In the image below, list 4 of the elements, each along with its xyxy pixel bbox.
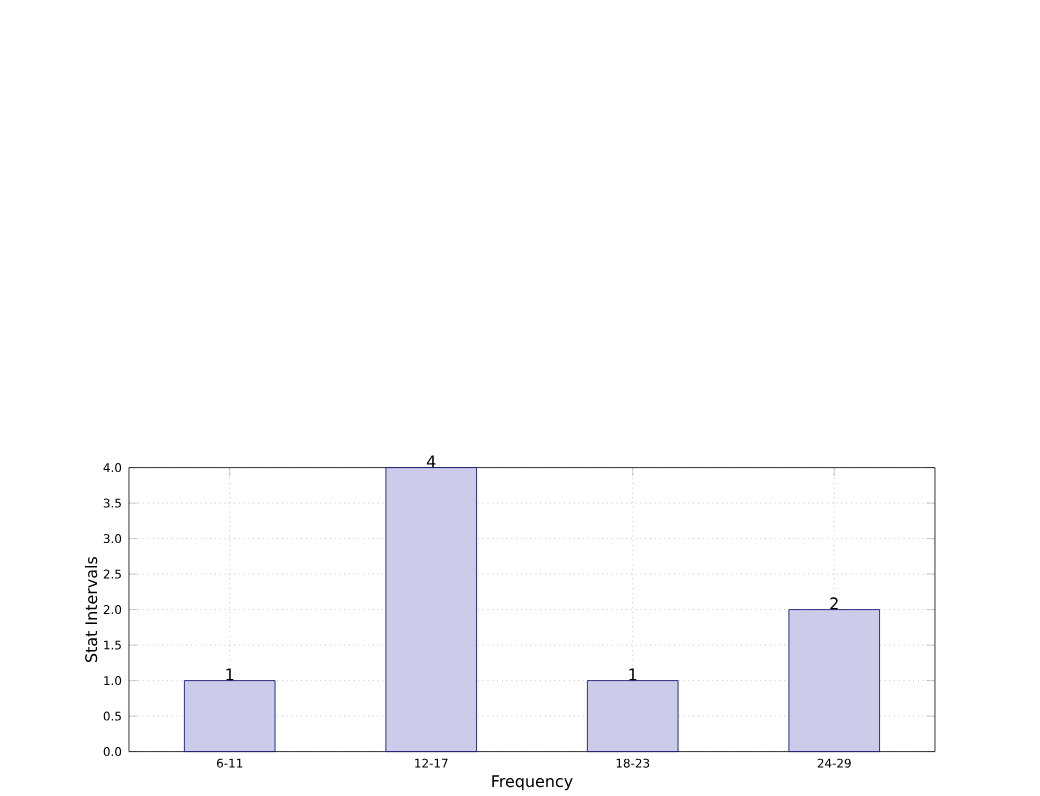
bar	[586, 679, 679, 752]
bar	[385, 466, 477, 752]
bar	[183, 679, 276, 752]
bar	[788, 608, 880, 752]
